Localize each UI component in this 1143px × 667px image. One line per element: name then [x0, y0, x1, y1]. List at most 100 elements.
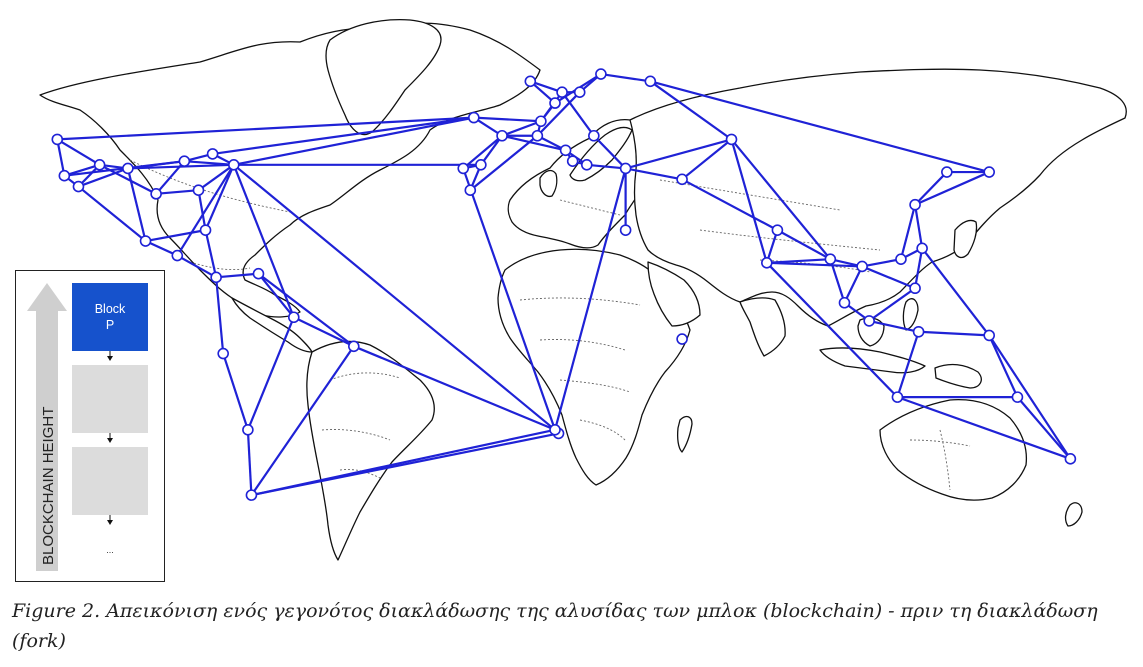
network-node	[1011, 391, 1024, 403]
network-edge	[257, 273, 295, 318]
network-node	[178, 155, 191, 167]
network-node	[891, 391, 904, 403]
network-node	[252, 267, 265, 280]
network-edge	[126, 168, 147, 242]
network-edge	[246, 316, 295, 431]
india-outline	[739, 297, 786, 357]
network-node	[192, 184, 205, 197]
network-node	[93, 159, 106, 171]
network-node	[725, 133, 738, 146]
network-edge	[145, 240, 178, 257]
network-node	[676, 333, 688, 345]
network-edge	[145, 229, 206, 243]
network-node	[122, 162, 134, 175]
network-node	[895, 253, 907, 265]
network-node	[245, 489, 258, 501]
network-edge	[766, 262, 899, 398]
network-node	[863, 315, 875, 327]
japan-outline	[953, 219, 978, 259]
blockchain-diagram: BLOCKCHAIN HEIGHT Block P ...	[27, 283, 148, 571]
network-edge	[868, 319, 919, 333]
new-guinea-outline	[934, 363, 982, 389]
network-edge	[57, 116, 474, 141]
network-edge	[501, 120, 542, 137]
network-edge	[246, 429, 253, 496]
network-edge	[462, 168, 557, 431]
network-node	[468, 111, 480, 124]
network-node	[496, 129, 508, 142]
australia-outline	[879, 399, 1028, 501]
network-edge	[155, 160, 186, 195]
network-edge	[462, 134, 503, 170]
network-edge	[914, 171, 990, 206]
network-edge	[776, 229, 831, 261]
network-node	[150, 188, 162, 200]
network-node	[595, 68, 607, 80]
network-edge	[988, 334, 1019, 398]
british-isles-outline	[539, 169, 558, 198]
network-edge	[868, 287, 916, 322]
arabia-outline	[647, 261, 701, 327]
network-edge	[215, 277, 225, 354]
continent-outlines	[39, 19, 1127, 561]
network-edge	[222, 353, 249, 431]
network-node	[573, 86, 586, 98]
network-edge	[293, 316, 355, 348]
network-node	[227, 159, 240, 171]
network-edge	[184, 160, 234, 166]
network-edge	[593, 134, 627, 170]
network-edge	[250, 345, 355, 496]
south-america-outline	[306, 340, 435, 561]
network-nodes	[51, 68, 1077, 501]
blockchain-panel: BLOCKCHAIN HEIGHT Block P ...	[15, 270, 165, 582]
network-edge	[913, 204, 924, 249]
network-edge	[650, 80, 990, 174]
network-node	[199, 224, 212, 236]
link-arrowhead-3	[107, 520, 113, 525]
figure: BLOCKCHAIN HEIGHT Block P ...	[15, 19, 1127, 582]
network-node	[171, 249, 184, 262]
network-edge	[918, 330, 990, 337]
network-node	[549, 97, 561, 109]
network-node	[464, 184, 477, 197]
network-edge	[829, 258, 846, 304]
empty-block-1	[72, 365, 148, 433]
network-edge	[681, 138, 733, 181]
figure-caption: Figure 2. Απεικόνιση ενός γεγονότος διακ…	[12, 600, 1098, 652]
borneo-outline	[857, 317, 885, 347]
network-edge	[204, 164, 235, 231]
network-edge	[897, 396, 1071, 460]
network-edge	[251, 428, 556, 497]
empty-block-2	[72, 447, 148, 515]
network-edge	[730, 139, 768, 264]
network-node	[217, 347, 229, 360]
network-node	[838, 296, 851, 309]
network-edge	[730, 138, 832, 260]
world-map	[39, 19, 1127, 561]
network-edge	[921, 247, 991, 337]
network-edge	[212, 116, 474, 155]
network-edge	[913, 248, 924, 289]
network-edge	[197, 163, 235, 192]
network-node	[588, 129, 600, 142]
network-node	[983, 329, 996, 342]
network-edge	[899, 204, 917, 260]
network-node	[559, 144, 572, 157]
network-edge	[625, 167, 683, 181]
network-edge	[766, 261, 863, 268]
network-edge	[99, 163, 157, 195]
network-node	[475, 159, 487, 171]
network-edge	[479, 135, 503, 166]
network-node	[347, 340, 360, 353]
network-edge	[843, 265, 864, 304]
network-edge	[56, 138, 101, 166]
africa-outline	[497, 248, 691, 486]
head-block	[72, 283, 148, 351]
network-node	[524, 75, 537, 88]
network-edge	[681, 178, 778, 232]
network-node	[531, 129, 544, 142]
network-edge	[896, 331, 920, 398]
network-node	[619, 162, 632, 175]
network-node	[210, 271, 222, 284]
network-node	[457, 162, 470, 175]
